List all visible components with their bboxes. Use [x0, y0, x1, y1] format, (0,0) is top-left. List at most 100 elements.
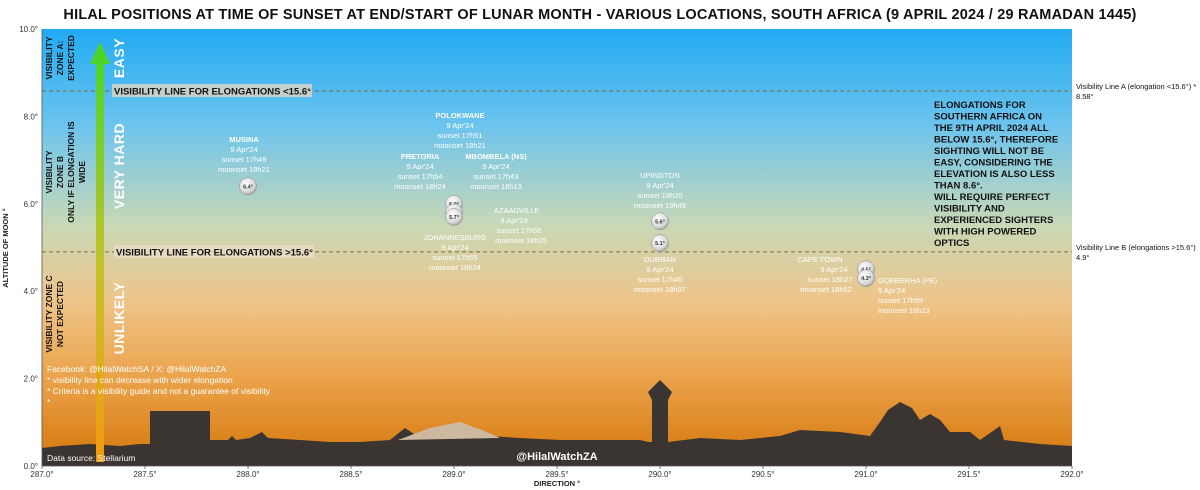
brand-handle: @HilalWatchZA	[516, 451, 597, 463]
x-tick-label: 289.5°	[545, 470, 568, 479]
label-durban: DURBAN 9 Apr'24 sunset 17h40 moonset 18h…	[634, 255, 686, 294]
city-moonset: moonset 18h21	[218, 165, 270, 174]
zone-c-line-1: VISIBILITY ZONE C	[44, 275, 54, 352]
city-sunset: sunset 17h51	[437, 131, 482, 140]
note-line: ELEVATION IS ALSO LESS	[934, 169, 1055, 180]
city-name: UPINGTON	[640, 171, 679, 180]
moon-point	[239, 177, 257, 196]
city-sunset: sunset 17h40	[637, 275, 682, 284]
moon-point	[651, 234, 669, 252]
city-moonset: moonset 18h24	[394, 182, 446, 191]
moon-point-label: 5.7°	[449, 215, 459, 221]
moon-point	[857, 269, 875, 287]
city-name: CAPE TOWN	[797, 255, 842, 264]
x-tick-label: 290.0°	[648, 470, 671, 479]
city-date: 9 Apr'24	[482, 162, 509, 171]
side-label-line-b-value: 4.9°	[1076, 253, 1090, 262]
note-line: ELONGATIONS FOR	[934, 100, 1026, 111]
city-sunset: sunset 17h55	[432, 253, 477, 262]
city-date: 9 Apr'24	[878, 286, 905, 295]
city-name: JOHANNESBURG	[424, 233, 487, 242]
city-date: 9 Apr'24	[500, 216, 527, 225]
note-line: VISIBILITY AND	[934, 204, 1005, 215]
y-tick-label: 6.0°	[24, 200, 38, 209]
footnote-3: *	[47, 397, 51, 407]
city-sunset: sunset 17h56	[496, 226, 541, 235]
note-line: BELOW 15.6°, THEREFORE	[934, 135, 1058, 146]
city-date: 9 Apr'24	[406, 162, 433, 171]
note-line: WILL REQUIRE PERFECT	[934, 192, 1050, 203]
city-sunset: sunset 17h59	[878, 296, 923, 305]
x-tick-label: 289.0°	[442, 470, 465, 479]
city-date: 9 Apr'24	[441, 243, 468, 252]
difficulty-very-hard: VERY HARD	[111, 123, 127, 209]
city-name: GQEBERHA (PE)	[878, 276, 938, 285]
y-axis-title: ALTITUDE OF MOON °	[1, 208, 10, 288]
city-sunset: sunset 17h54	[397, 172, 442, 181]
difficulty-easy: EASY	[111, 38, 127, 78]
x-axis-title: DIRECTION °	[534, 479, 580, 488]
city-sunset: sunset 18h20	[637, 191, 682, 200]
city-sunset: sunset 17h43	[473, 172, 518, 181]
city-sunset: sunset 18h27	[807, 275, 852, 284]
zone-b-line-1: VISIBILITY	[44, 150, 54, 193]
zone-b-line-4: WIDE	[77, 161, 87, 184]
label-gqeberha: GQEBERHA (PE) 9 Apr'24 sunset 17h59 moon…	[878, 276, 938, 315]
moon-point	[651, 212, 669, 231]
x-tick-label: 291.0°	[854, 470, 877, 479]
city-moonset: moonset 18h52	[800, 285, 852, 294]
side-label-line-b-text: Visibility Line B (elongations >15.6°)	[1076, 243, 1196, 252]
moon-point-label: 5.1°	[655, 241, 665, 247]
visibility-line-a-label: VISIBILITY LINE FOR ELONGATIONS <15.6°	[114, 87, 311, 98]
x-tick-label: 290.5°	[751, 470, 774, 479]
label-mbombela: MBOMBELA (NS) 9 Apr'24 sunset 17h43 moon…	[465, 152, 527, 191]
chart-title: HILAL POSITIONS AT TIME OF SUNSET AT END…	[63, 7, 1137, 23]
city-name: PRETORIA	[401, 152, 440, 161]
city-moonset: moonset 18h07	[634, 285, 686, 294]
city-name: MUSINA	[229, 135, 259, 144]
city-sunset: sunset 17h49	[221, 155, 266, 164]
city-name: AZAADVILLE	[494, 206, 539, 215]
mountain-roof	[398, 422, 500, 440]
y-tick-label: 10.0°	[19, 25, 38, 34]
city-moonset: moonset 18h24	[429, 263, 481, 272]
label-pretoria: PRETORIA 9 Apr'24 sunset 17h54 moonset 1…	[394, 152, 446, 191]
moon-point-label: 5.6°	[655, 219, 665, 225]
side-label-line-b: Visibility Line B (elongations >15.6°) 4…	[1076, 243, 1198, 263]
visibility-line-b-label: VISIBILITY LINE FOR ELONGATIONS >15.6°	[116, 247, 313, 258]
city-moonset: moonset 18h23	[878, 306, 930, 315]
zone-b-line-3: ONLY IF ELONGATION IS	[66, 121, 76, 223]
side-label-line-a: Visibility Line A (elongation <15.6°) * …	[1076, 82, 1198, 102]
city-date: 9 Apr'24	[820, 265, 847, 274]
city-moonset: moonset 18h25	[495, 236, 547, 245]
label-upington: UPINGTON 9 Apr'24 sunset 18h20 moonset 1…	[634, 171, 686, 210]
city-moonset: moonset 19h49	[634, 201, 686, 210]
city-date: 9 Apr'24	[446, 121, 473, 130]
data-source: Data source: Stellarium	[47, 453, 135, 463]
moon-point-label: 4.3°	[861, 276, 871, 282]
note-line: WITH HIGH POWERED	[934, 227, 1037, 238]
zone-a-line-2: ZONE A:	[55, 41, 65, 76]
city-moonset: moonset 18h21	[434, 141, 486, 150]
side-label-line-a-value: 8.58°	[1076, 92, 1094, 101]
difficulty-unlikely: UNLIKELY	[111, 281, 127, 354]
note-line: SIGHTING WILL NOT BE	[934, 146, 1044, 157]
zone-a-line-3: EXPECTED	[66, 35, 76, 81]
label-polokwane: POLOKWANE 9 Apr'24 sunset 17h51 moonset …	[434, 111, 486, 150]
x-tick-label: 287.0°	[30, 470, 53, 479]
ground-silhouette	[42, 380, 1072, 466]
footnote-1: * visibility line can decrease with wide…	[47, 375, 233, 385]
footnote-social: Facebook: @HilalWatchSA / X: @HilalWatch…	[47, 364, 226, 374]
city-name: MBOMBELA (NS)	[465, 152, 527, 161]
zone-arrow-shaft	[96, 62, 104, 462]
x-tick-label: 292.0°	[1060, 470, 1083, 479]
city-name: POLOKWANE	[435, 111, 484, 120]
x-tick-label: 288.5°	[339, 470, 362, 479]
city-date: 9 Apr'24	[646, 181, 673, 190]
note-line: EXPERIENCED SIGHTERS	[934, 215, 1053, 226]
zone-c-line-2: NOT EXPECTED	[55, 281, 65, 347]
y-tick-label: 4.0°	[24, 287, 38, 296]
x-tick-label: 291.5°	[957, 470, 980, 479]
